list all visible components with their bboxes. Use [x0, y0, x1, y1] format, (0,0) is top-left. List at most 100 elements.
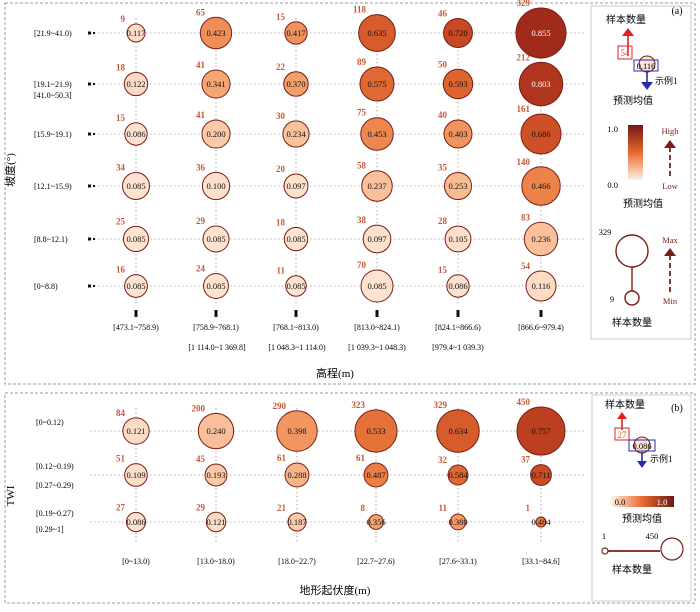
- panel-a-bubble-mean: 0.085: [126, 234, 145, 244]
- panel-a-bubble-mean: 0.466: [531, 181, 550, 191]
- legend-a-high-arrow-head: [664, 140, 676, 148]
- panel-a-bubble-count: 20: [276, 164, 286, 174]
- panel-a-bubble: [520, 113, 562, 155]
- legend-b-bar-right: 1.0: [657, 497, 668, 507]
- panel-a-bubble-mean: 0.237: [367, 181, 386, 191]
- panel-a-bubble-mean: 0.085: [206, 281, 225, 291]
- panel-b-bubble: [125, 511, 147, 533]
- panel-b-bubble-count: 11: [438, 503, 447, 513]
- panel-b-bubble-count: 8: [361, 503, 366, 513]
- panel-a-bubble-count: 16: [116, 265, 126, 275]
- panel-a-grid: [0~8.8) [8.8~12.1) [12.1~15.9) [15.9~19.1) […: [34, 0, 585, 332]
- panel-b-bubble: [447, 464, 469, 486]
- panel-a-bubble: [518, 61, 564, 107]
- legend-b-example-label: 示例1: [650, 453, 673, 464]
- panel-a-bubble-count: 28: [438, 216, 448, 226]
- panel-b-bubble-mean: 0.584: [448, 470, 468, 480]
- legend-b-size-title: 样本数量: [612, 563, 652, 576]
- panel-a-col-label-bottom-1: [1 114.0~1 369.8]: [188, 343, 246, 352]
- legend-a-bar-title: 预测均值: [623, 197, 663, 210]
- legend-b-size-min-circle: [601, 547, 609, 555]
- panel-a-bubble-count: 40: [438, 110, 448, 120]
- panel-b-bubble-mean: 0.288: [287, 470, 306, 480]
- panel-a-row-tick: [88, 184, 91, 188]
- panel-a-bubble-count: 15: [116, 113, 126, 123]
- panel-b-bubble-count: 37: [521, 455, 531, 465]
- panel-b-bubble: [436, 409, 480, 453]
- panel-a-y-title: 坡度(°): [3, 153, 17, 187]
- panel-b-bubble-count: 21: [277, 503, 287, 513]
- legend-b-colorbar: [611, 496, 674, 507]
- panel-a-bubble: [515, 7, 567, 59]
- panel-a-col-label: [758.9~768.1): [193, 323, 239, 332]
- panel-a-bubble-count: 65: [196, 7, 206, 17]
- panel-a-bubble-mean: 0.200: [206, 129, 225, 139]
- panel-a-col-tick: [214, 310, 218, 317]
- legend-b-size-min-value: 1: [602, 531, 606, 541]
- panel-a-bubble-mean: 0.403: [448, 129, 467, 139]
- panel-a-bubble: [443, 18, 473, 48]
- panel-a-bubble-count: 70: [357, 260, 367, 270]
- legend-b-example-count: 27: [618, 430, 628, 440]
- panel-a-bubble: [358, 14, 396, 52]
- panel-a-col-label: [768.1~813.0): [273, 323, 319, 332]
- panel-a-bubble: [201, 69, 231, 99]
- panel-b-bubble: [276, 410, 318, 452]
- panel-a-bubble: [199, 16, 233, 50]
- panel-b-bubble: [204, 463, 228, 487]
- panel-b-col-label: [0~13.0): [122, 557, 150, 566]
- legend-b-sample-title: 样本数量: [605, 398, 645, 411]
- legend-a-size-max-circle: [615, 234, 649, 268]
- panel-a-bubble: [201, 171, 231, 201]
- panel-b-grid: [0.19~0.27) [0.12~0.19) [0~0.12) [0~13.0) [1…: [36, 397, 585, 566]
- panel-a-bubble: [283, 71, 309, 97]
- panel-b-bubble-count: 200: [192, 403, 206, 413]
- panel-a-bubble-count: 329: [517, 0, 531, 8]
- panel-b-bubble-mean: 0.380: [448, 517, 467, 527]
- legend-a-low-label: Low: [662, 181, 678, 191]
- panel-a-row-tick: [93, 185, 95, 187]
- legend-a-max-arrow-head: [664, 248, 676, 256]
- panel-b-bubble: [449, 513, 467, 531]
- panel-a-bubble: [443, 171, 473, 201]
- panel-b-bubble: [287, 512, 307, 532]
- panel-b-bubble-mean: 0.757: [531, 426, 550, 436]
- panel-a-row-tick: [88, 82, 91, 86]
- panel-a-bubble-mean: 0.236: [531, 234, 550, 244]
- panel-b-col-label: [27.6~33.1): [439, 557, 477, 566]
- panel-a-bubble-mean: 0.117: [127, 28, 146, 38]
- legend-a-bar-bottom: 0.0: [607, 180, 618, 190]
- panel-b-bubble-count: 84: [116, 408, 126, 418]
- panel-b-bubble-count: 61: [356, 453, 366, 463]
- panel-b-bubble-count: 1: [526, 503, 531, 513]
- panel-a-bubble-mean: 0.423: [206, 28, 225, 38]
- legend-a-up-arrow-head: [622, 28, 634, 36]
- panel-a-col-label-bottom-3: [1 039.3~1 048.3): [348, 343, 406, 352]
- legend-b-up-arrow-head: [617, 412, 627, 419]
- panel-a-row-label-extra: [41.0~50.3]: [34, 91, 72, 100]
- panel-a-row-label: [0~8.8): [34, 282, 58, 291]
- panel-a-bubble: [362, 224, 392, 254]
- panel-b-x-title: 地形起伏度(m): [300, 583, 371, 597]
- legend-b-example-mean-box: [628, 439, 656, 452]
- panel-b-bubble-mean: 0.533: [366, 426, 385, 436]
- panel-a-bubble-mean: 0.085: [286, 281, 305, 291]
- panel-a-bubble-count: 41: [196, 60, 206, 70]
- panel-a-bubble: [359, 66, 395, 102]
- panel-b-bubble-count: 29: [196, 502, 206, 512]
- panel-a-row-tick: [93, 83, 95, 85]
- panel-a-bubble-mean: 0.105: [448, 234, 467, 244]
- legend-b-example-count-box: [614, 427, 630, 441]
- panel-b-bubble-mean: 0.109: [126, 470, 145, 480]
- panel-a-bubble-mean: 0.370: [286, 79, 305, 89]
- legend-a-min-label: Min: [663, 296, 678, 306]
- panel-a-row-label: [12.1~15.9): [34, 182, 72, 191]
- panel-a-bubble-count: 38: [357, 215, 367, 225]
- panel-b-col-label: [22.7~27.6): [357, 557, 395, 566]
- legend-a-size-min-value: 9: [610, 294, 614, 304]
- panel-a-bubble-count: 58: [357, 161, 367, 171]
- panel-a-bubble-mean: 0.253: [448, 181, 467, 191]
- panel-b-bubble: [205, 511, 227, 533]
- panel-b-bubble-count: 290: [273, 401, 287, 411]
